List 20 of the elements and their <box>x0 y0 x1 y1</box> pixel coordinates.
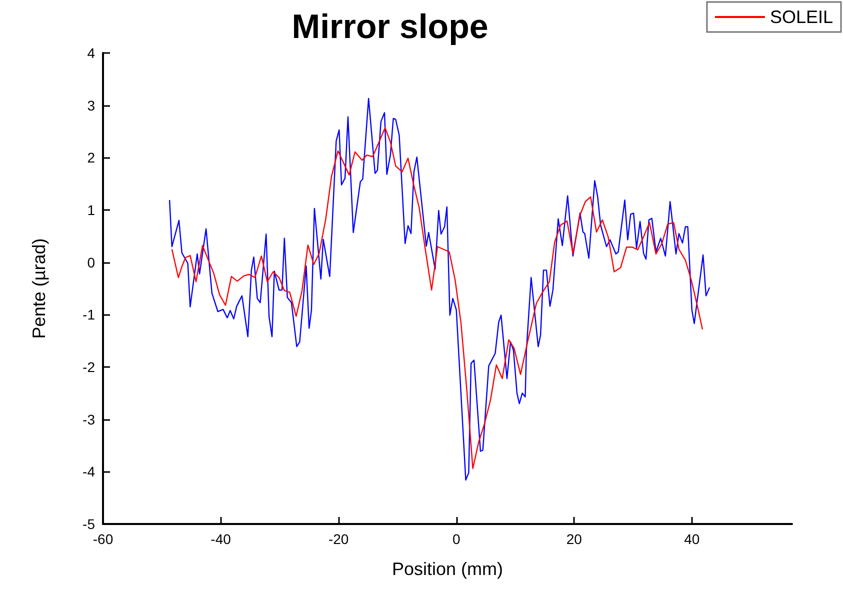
y-tick-label: -4 <box>82 464 96 480</box>
x-tick-label: -60 <box>92 531 114 547</box>
x-tick-label: 20 <box>566 531 582 547</box>
legend-label: SOLEIL <box>770 7 834 27</box>
x-tick-label: 0 <box>452 531 460 547</box>
y-tick-label: -3 <box>82 411 96 428</box>
y-tick-label: 2 <box>87 150 96 166</box>
y-tick-label: 0 <box>87 254 96 270</box>
y-tick-label: -5 <box>82 516 96 532</box>
y-tick-label: 1 <box>87 202 96 218</box>
x-tick-label: -20 <box>328 531 349 547</box>
x-tick-label: -40 <box>210 531 232 547</box>
y-tick-label: 3 <box>87 97 96 114</box>
x-axis-title: Position (mm) <box>392 559 504 579</box>
chart-title: Mirror slope <box>292 8 488 46</box>
y-axis-title: Pente (µrad) <box>29 238 49 339</box>
y-tick-label: 4 <box>87 45 96 61</box>
y-tick-label: -1 <box>82 306 96 323</box>
x-tick-label: 40 <box>684 531 700 547</box>
y-tick-label: -2 <box>82 359 96 375</box>
